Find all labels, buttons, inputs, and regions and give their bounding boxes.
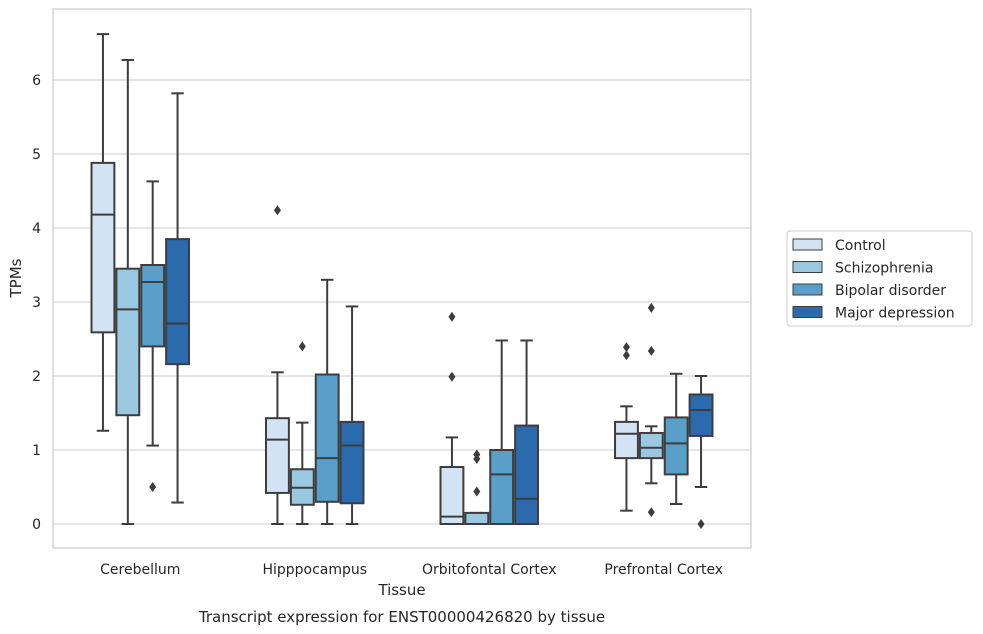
outlier-point: [473, 449, 481, 460]
outlier-point: [273, 205, 281, 216]
outlier-point: [149, 482, 157, 492]
outlier-point: [448, 371, 456, 382]
box-1-3: [339, 305, 365, 525]
box-1-0: [265, 205, 290, 525]
box-0-1: [115, 59, 141, 525]
box-3-2: [663, 372, 689, 506]
x-tick-label: Orbitofontal Cortex: [422, 562, 557, 578]
box-body: [165, 238, 190, 366]
legend-label: Control: [835, 238, 886, 254]
x-axis-title: Tissue: [377, 581, 425, 599]
box-body: [464, 511, 490, 526]
box-body: [514, 424, 539, 525]
box-body: [439, 466, 465, 525]
outlier-point: [647, 302, 655, 313]
legend-swatch: [792, 238, 823, 251]
legend-label: Major depression: [835, 306, 955, 322]
legend-swatch: [792, 283, 823, 296]
legend-label: Schizophrenia: [835, 261, 933, 277]
x-axis-ticks: Cerebellum Hipppocampus Orbitofontal Corte…: [100, 562, 723, 578]
box-body: [638, 431, 664, 460]
figure-caption: Transcript expression for ENST0000042682…: [198, 608, 605, 626]
legend-label: Bipolar disorder: [835, 283, 946, 299]
outlier-point: [647, 507, 655, 518]
box-2-0: [439, 311, 465, 525]
outlier-point: [622, 350, 630, 361]
y-axis-title: TPMs: [7, 258, 25, 298]
box-body: [688, 393, 714, 437]
legend: Control Schizophrenia Bipolar disorder Majo…: [786, 230, 973, 327]
box-body: [614, 420, 639, 460]
y-tick-label: 1: [32, 443, 41, 459]
y-tick-label: 4: [32, 221, 41, 237]
box-0-0: [90, 33, 116, 432]
box-body: [90, 161, 116, 334]
outlier-point: [473, 486, 481, 497]
legend-frame: [786, 230, 973, 327]
outlier-point: [298, 341, 306, 352]
box-body: [339, 420, 365, 505]
box-body: [314, 373, 340, 503]
x-tick-label: Cerebellum: [100, 562, 180, 578]
legend-swatch: [792, 261, 823, 273]
box-1-2: [314, 278, 340, 525]
box-body: [265, 417, 290, 494]
box-body: [663, 416, 689, 476]
box-3-1: [638, 302, 664, 518]
box-body: [115, 267, 141, 417]
legend-swatch: [792, 306, 823, 318]
y-tick-label: 0: [32, 517, 41, 533]
boxes: [90, 33, 714, 529]
x-tick-label: Hipppocampus: [262, 562, 367, 578]
box-2-1: [464, 449, 490, 526]
outlier-point: [448, 311, 456, 322]
box-body: [489, 449, 515, 525]
box-3-3: [688, 375, 714, 529]
outlier-point: [647, 345, 655, 356]
plot-frame: [52, 8, 752, 549]
y-tick-label: 3: [32, 295, 41, 311]
box-2-2: [489, 339, 515, 525]
y-tick-label: 2: [32, 369, 41, 385]
box-1-1: [289, 341, 315, 525]
outlier-point: [622, 342, 630, 353]
y-axis-ticks: 0 1 2 3 4 5 6: [32, 73, 41, 533]
box-0-3: [165, 92, 190, 504]
y-tick-label: 5: [32, 147, 41, 163]
y-tick-label: 6: [32, 73, 41, 89]
x-tick-label: Prefrontal Cortex: [604, 562, 723, 578]
box-body: [140, 264, 166, 348]
outlier-point: [697, 519, 705, 529]
box-2-3: [514, 339, 539, 525]
box-0-2: [140, 180, 166, 492]
box-3-0: [614, 342, 639, 512]
